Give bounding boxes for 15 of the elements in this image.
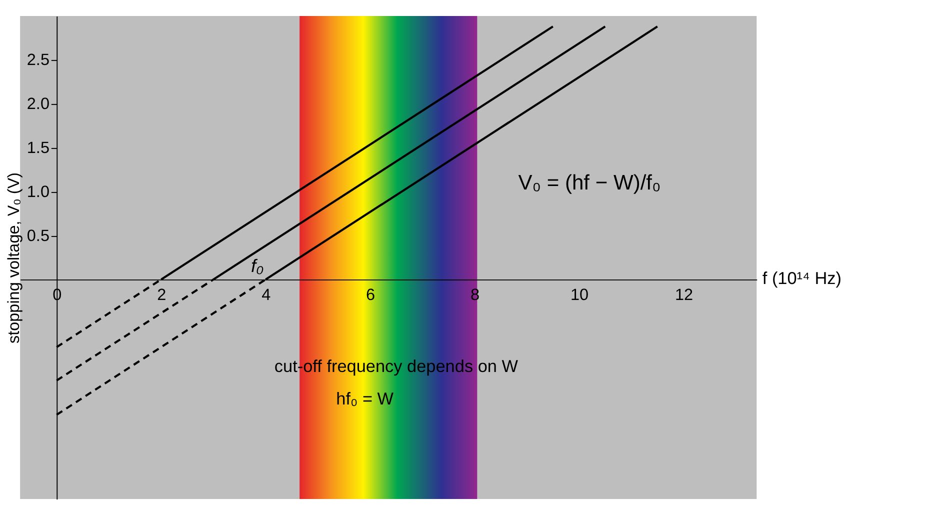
- annotation: V₀ = (hf − W)/f₀: [518, 172, 661, 195]
- y-tick-label: 2.5: [26, 51, 50, 70]
- x-axis-title: f (10¹⁴ Hz): [762, 268, 842, 288]
- x-tick-label: 4: [262, 286, 271, 304]
- annotation: f₀: [250, 256, 264, 276]
- y-tick-label: 1.0: [26, 182, 50, 201]
- x-tick-label: 12: [674, 286, 694, 304]
- y-axis-title: stopping voltage, V₀ (V): [5, 172, 24, 344]
- x-tick-label: 6: [366, 286, 376, 304]
- annotation: hf₀ = W: [336, 388, 394, 409]
- y-tick-label: 2.0: [26, 95, 50, 114]
- x-tick-label: 10: [570, 286, 589, 304]
- y-tick-label: 1.5: [26, 138, 50, 157]
- y-tick-label: 0.5: [26, 226, 50, 245]
- x-tick-label: 2: [157, 286, 166, 304]
